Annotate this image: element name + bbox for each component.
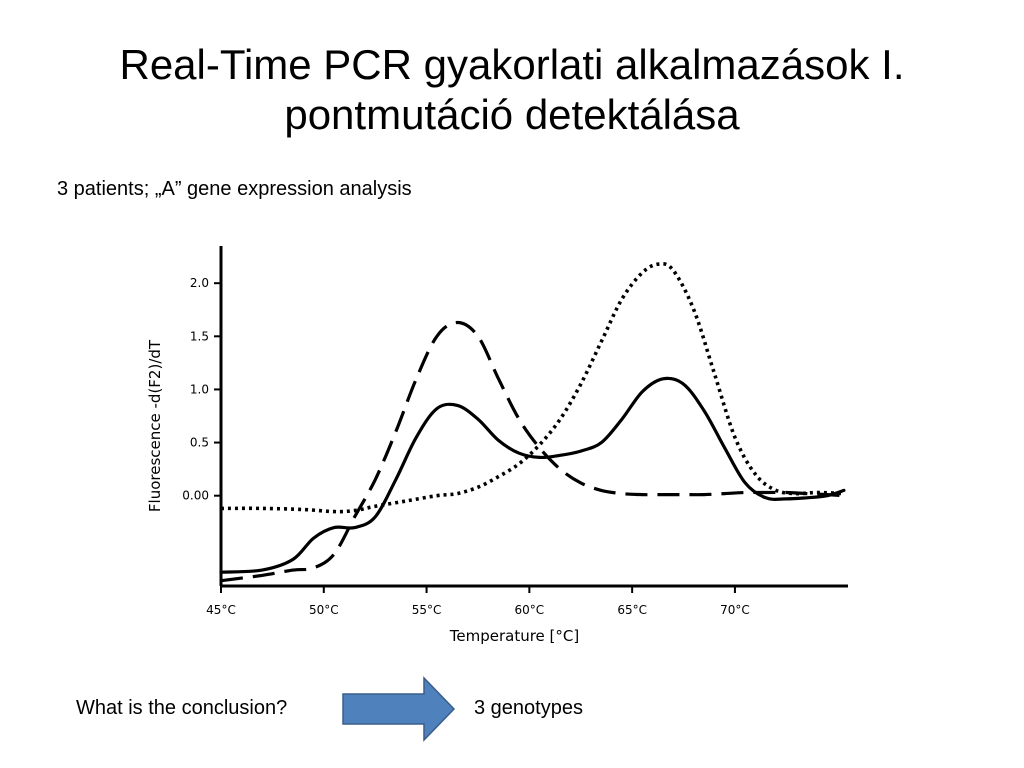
y-tick-label: 1.5 <box>190 329 209 343</box>
y-tick-label: 1.0 <box>190 382 209 396</box>
question-text: What is the conclusion? <box>76 697 288 719</box>
x-tick-label: 50°C <box>309 603 339 617</box>
title-line-1: Real-Time PCR gyakorlati alkalmazások I. <box>119 41 905 88</box>
x-tick-label: 60°C <box>515 603 545 617</box>
y-tick-label: 0.00 <box>182 489 209 503</box>
right-arrow-icon <box>342 676 456 742</box>
title-line-2: pontmutáció detektálása <box>284 91 740 138</box>
x-tick-label: 70°C <box>720 603 750 617</box>
chart-axes <box>219 246 848 588</box>
y-tick-label: 0.5 <box>190 436 209 450</box>
answer-text: 3 genotypes <box>474 697 583 719</box>
arrow-shape <box>342 676 456 742</box>
y-tick-label: 2.0 <box>190 276 209 290</box>
series-line-dotted <box>220 262 844 514</box>
x-tick-label: 55°C <box>412 603 442 617</box>
x-tick-label: 65°C <box>617 603 647 617</box>
subtitle: 3 patients; „A” gene expression analysis <box>57 178 412 200</box>
series-line-dashed <box>220 320 845 583</box>
chart-series <box>219 262 846 583</box>
x-axis-title: Temperature [°C] <box>449 627 579 645</box>
slide-title: Real-Time PCR gyakorlati alkalmazások I.… <box>0 40 1024 140</box>
chart-ticks: 0.00 0.5 1.0 1.5 2.0 45°C 50°C 55°C 60°C 65°C 70°C <box>182 276 749 617</box>
x-tick-label: 45°C <box>206 603 236 617</box>
y-axis-title: Fluorescence -d(F2)/dT <box>146 339 164 512</box>
series-line-solid <box>219 376 846 574</box>
